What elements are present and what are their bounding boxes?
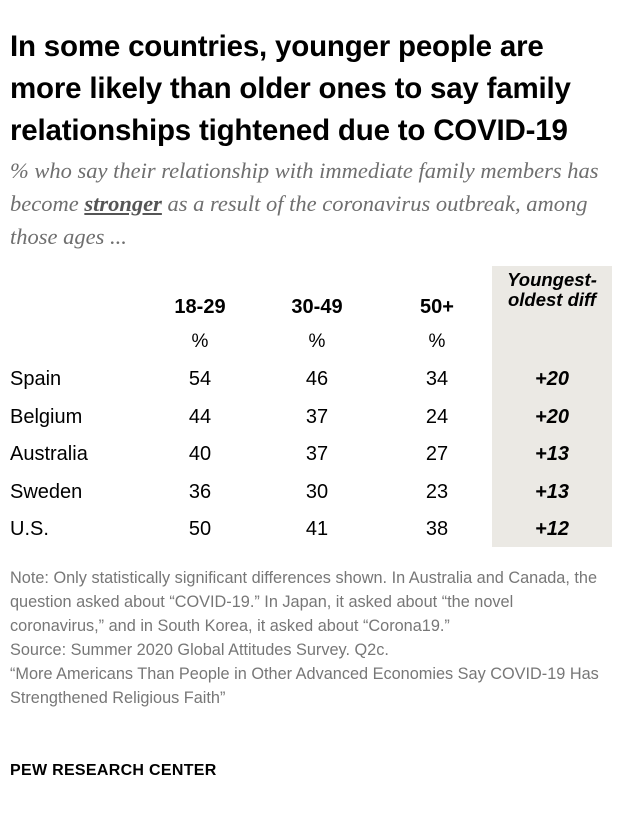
value-cell: 23	[425, 480, 449, 503]
unit-label: %	[428, 331, 446, 352]
value-cell: 40	[188, 443, 212, 465]
value-cell: 37	[305, 443, 329, 465]
table-row: U.S. 50 41 38 +12	[0, 518, 620, 554]
diff-cell: +20	[535, 368, 569, 390]
diff-header: Youngest-oldest diff	[507, 269, 597, 310]
unit-label: %	[191, 331, 209, 352]
country-label: Belgium	[10, 405, 83, 428]
country-label: Australia	[10, 443, 88, 465]
value-cell: 41	[305, 518, 329, 540]
value-cell: 34	[425, 368, 449, 390]
report-title: “More Americans Than People in Other Adv…	[10, 665, 599, 707]
diff-cell: +12	[535, 518, 569, 540]
value-cell: 27	[425, 443, 449, 465]
value-cell: 50	[188, 518, 212, 540]
chart-subtitle: % who say their relationship with immedi…	[10, 154, 610, 253]
country-label: U.S.	[10, 518, 49, 540]
value-cell: 44	[188, 405, 212, 428]
notes: Note: Only statistically significant dif…	[10, 566, 610, 710]
value-cell: 30	[305, 480, 329, 503]
diff-cell: +13	[535, 480, 569, 503]
source-text: Source: Summer 2020 Global Attitudes Sur…	[10, 641, 389, 659]
value-cell: 24	[425, 405, 449, 428]
value-cell: 37	[305, 405, 329, 428]
table-row: Sweden 36 30 23 +13	[0, 481, 620, 517]
chart-title: In some countries, younger people are mo…	[10, 30, 571, 147]
subtitle-text-end: as a result of the coronavirus outbreak,…	[10, 191, 588, 249]
value-cell: 54	[188, 368, 212, 390]
value-cell: 46	[305, 368, 329, 390]
subtitle-text: % who say their relationship with immedi…	[10, 158, 599, 216]
country-label: Sweden	[10, 480, 83, 503]
pew-logo-text: PEW RESEARCH CENTER	[10, 762, 217, 779]
column-header-50plus: 50+	[420, 296, 454, 318]
unit-label: %	[308, 331, 326, 352]
table-row: Spain 54 46 34 +20	[0, 368, 620, 404]
column-header-30-49: 30-49	[291, 296, 343, 318]
diff-cell: +20	[535, 405, 569, 428]
subtitle-emphasis: stronger	[84, 191, 162, 216]
diff-column-background	[492, 266, 612, 547]
diff-cell: +13	[535, 443, 569, 465]
table-row: Australia 40 37 27 +13	[0, 443, 620, 479]
country-label: Spain	[10, 368, 62, 390]
value-cell: 36	[188, 480, 212, 503]
note-text: Note: Only statistically significant dif…	[10, 569, 598, 635]
value-cell: 38	[425, 518, 449, 540]
column-header-18-29: 18-29	[174, 296, 226, 318]
table-row: Belgium 44 37 24 +20	[0, 406, 620, 442]
